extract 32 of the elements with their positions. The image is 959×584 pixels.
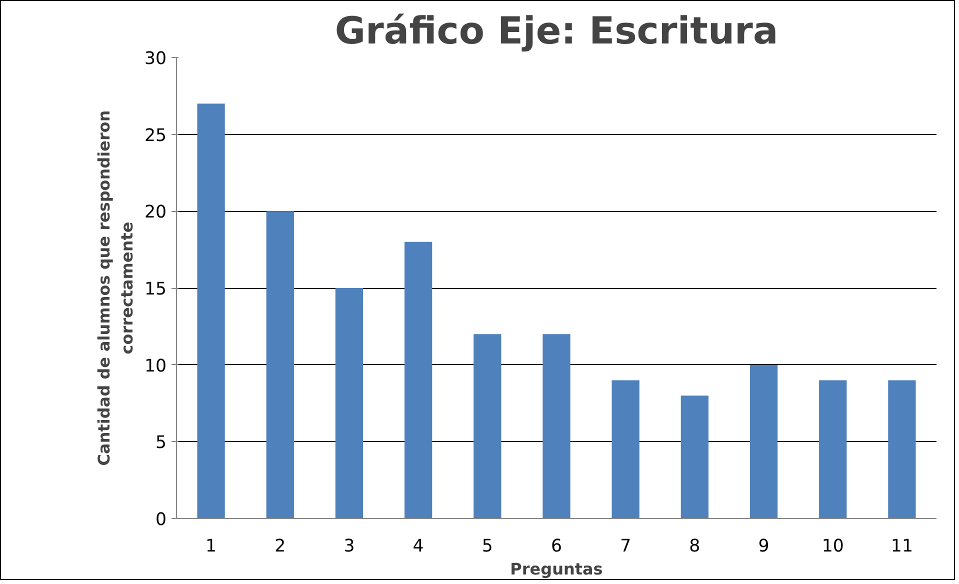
x-tick-label: 3: [344, 536, 355, 556]
x-tick-label: 4: [412, 536, 424, 556]
y-tick-label: 30: [144, 49, 167, 69]
y-tick-label: 5: [155, 433, 167, 454]
bar: [542, 334, 570, 518]
y-tick-label: 10: [144, 356, 167, 376]
bar: [680, 396, 708, 518]
x-tick-label: 11: [890, 536, 913, 556]
x-tick-label: 9: [758, 536, 770, 556]
x-tick-label: 7: [620, 536, 632, 556]
bar: [612, 380, 640, 518]
bar: [888, 380, 916, 518]
y-tick-label: 15: [144, 280, 167, 300]
bar: [474, 334, 502, 518]
x-tick-label: 5: [482, 536, 493, 556]
bar: [335, 288, 364, 518]
chart-title: Gráfico Eje: Escritura: [334, 8, 778, 52]
bar: [750, 364, 778, 518]
y-tick-label: 20: [144, 202, 167, 223]
x-tick-label: 8: [689, 536, 700, 556]
x-tick-label: 2: [274, 536, 286, 556]
bar: [197, 104, 225, 518]
y-tick-label: 25: [144, 126, 167, 146]
y-axis-title: Cantidad de alumnos que respondieron correctamente: [94, 110, 136, 466]
x-tick-label: 1: [206, 536, 217, 556]
x-tick-label: 10: [822, 536, 844, 556]
x-axis-title: Preguntas: [510, 560, 603, 578]
bar: [819, 380, 847, 518]
y-tick-label: 0: [155, 510, 167, 530]
bar: [404, 242, 432, 518]
bar: [266, 211, 294, 518]
x-tick-label: 6: [550, 536, 562, 556]
